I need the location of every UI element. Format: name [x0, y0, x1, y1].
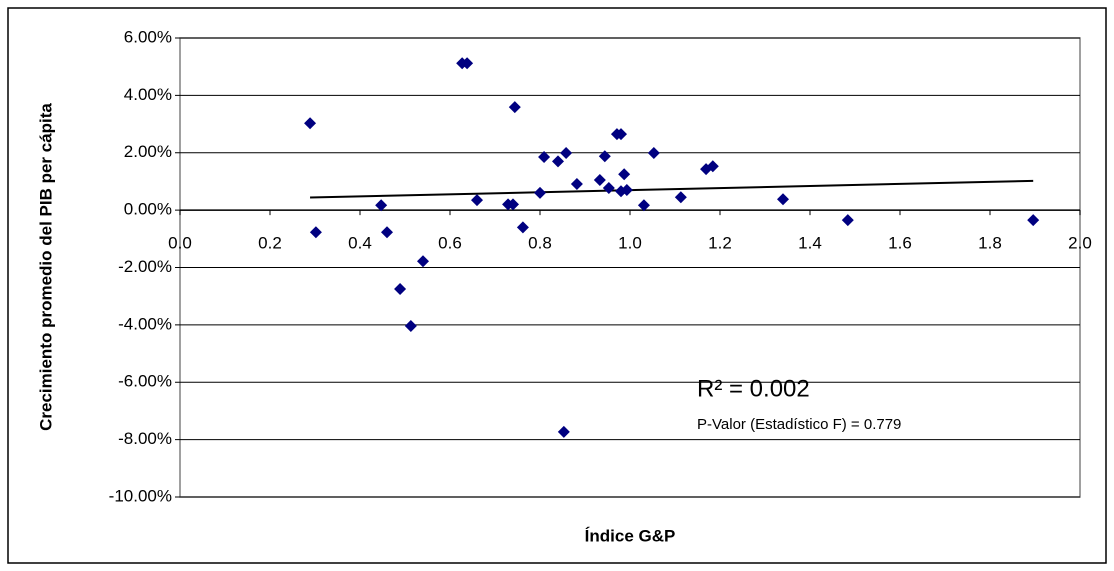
y-tick-label: -2.00% — [118, 257, 172, 276]
point — [647, 147, 660, 160]
point — [598, 150, 611, 163]
y-tick-label: -6.00% — [118, 372, 172, 391]
point — [637, 199, 650, 212]
point — [461, 57, 474, 70]
point — [404, 320, 417, 333]
point — [394, 283, 407, 296]
x-axis-label: Índice G&P — [585, 526, 676, 545]
annotation-r2: R² = 0.002 — [697, 375, 810, 402]
point — [602, 182, 615, 195]
x-tick-label: 0.0 — [168, 234, 192, 253]
point — [1027, 214, 1040, 227]
x-tick-label: 1.4 — [798, 234, 822, 253]
annotation-pvalue: P-Valor (Estadístico F) = 0.779 — [697, 416, 901, 433]
point — [508, 101, 521, 114]
y-tick-label: -8.00% — [118, 429, 172, 448]
point — [557, 425, 570, 438]
y-axis-label: Crecimiento promedio del PIB per cápita — [36, 103, 55, 431]
x-tick-label: 0.8 — [528, 234, 552, 253]
point — [706, 160, 719, 173]
x-tick-label: 1.2 — [708, 234, 732, 253]
point — [620, 184, 633, 197]
x-tick-label: 0.2 — [258, 234, 282, 253]
y-tick-label: -10.00% — [109, 486, 172, 505]
point — [309, 226, 322, 239]
point — [375, 199, 388, 212]
point — [674, 191, 687, 204]
point — [615, 128, 627, 141]
point — [538, 151, 551, 164]
point — [777, 193, 789, 206]
x-tick-label: 0.6 — [438, 234, 462, 253]
point — [516, 221, 529, 234]
point — [552, 155, 564, 168]
point — [570, 178, 583, 191]
point — [381, 226, 393, 239]
point — [560, 147, 573, 160]
x-tick-label: 1.6 — [888, 234, 912, 253]
y-tick-label: 2.00% — [124, 142, 172, 161]
point — [471, 194, 483, 207]
y-tick-label: 6.00% — [124, 27, 172, 46]
point — [534, 186, 546, 199]
point — [841, 214, 854, 227]
x-tick-label: 0.4 — [348, 234, 372, 253]
y-tick-label: -4.00% — [118, 314, 172, 333]
y-tick-label: 0.00% — [124, 200, 172, 219]
x-tick-label: 1.0 — [618, 234, 642, 253]
point — [593, 174, 606, 187]
y-tick-label: 4.00% — [124, 85, 172, 104]
point — [304, 117, 317, 130]
x-tick-label: 1.8 — [978, 234, 1002, 253]
point — [507, 198, 519, 211]
point — [417, 255, 429, 268]
trendline — [310, 179, 1034, 199]
x-tick-label: 2.0 — [1068, 234, 1092, 253]
point — [618, 168, 631, 181]
